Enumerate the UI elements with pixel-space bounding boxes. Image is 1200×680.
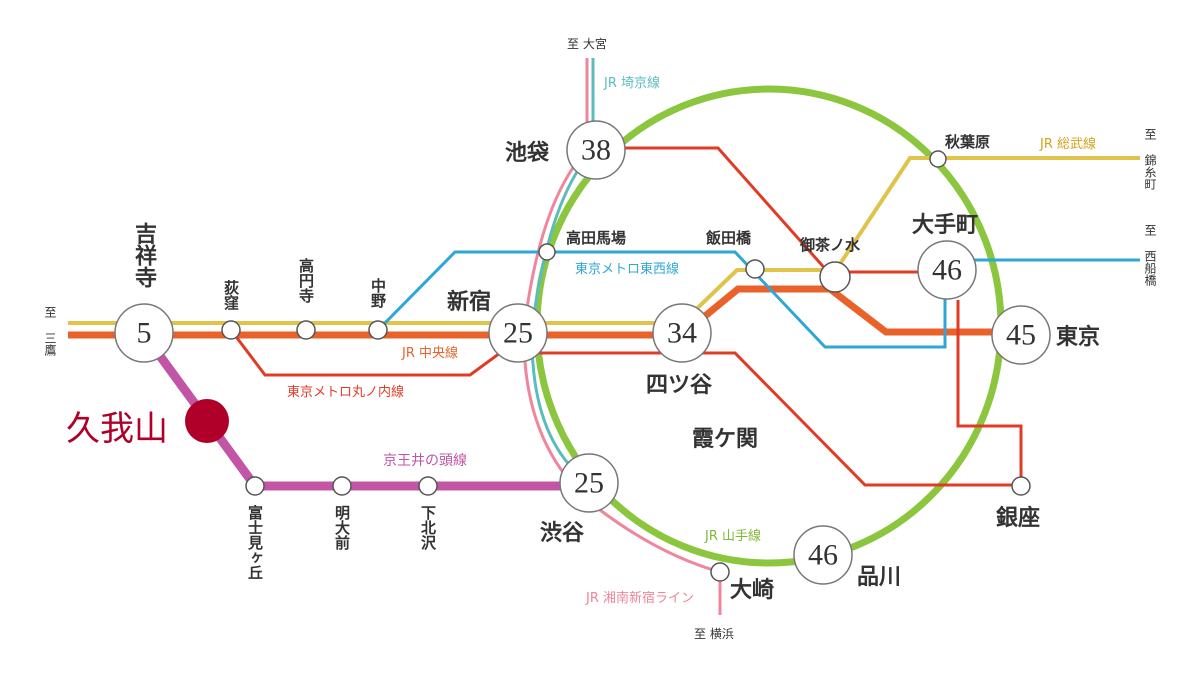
label-kichijoji: 吉祥寺 bbox=[131, 221, 157, 289]
dest-mitaka: 至 三鷹 bbox=[43, 306, 57, 357]
station-kichijoji[interactable]: 5 bbox=[114, 303, 174, 363]
label-nakano: 中野 bbox=[369, 277, 387, 309]
label-osaki: 大崎 bbox=[730, 577, 774, 603]
label-koenji: 高円寺 bbox=[297, 257, 315, 304]
label-otemachi: 大手町 bbox=[912, 212, 978, 238]
minutes: 5 bbox=[137, 317, 152, 350]
minutes: 25 bbox=[503, 317, 533, 350]
station-osaki[interactable] bbox=[710, 562, 730, 582]
line-label-chuo: JR 中央線 bbox=[401, 345, 458, 361]
station-takadanobaba[interactable] bbox=[538, 243, 556, 261]
label-shibuya: 渋谷 bbox=[540, 520, 585, 546]
station-otemachi[interactable]: 46 bbox=[917, 240, 977, 300]
station-shimokitazawa[interactable] bbox=[418, 476, 438, 496]
minutes: 38 bbox=[581, 134, 611, 167]
line-label-sobu: JR 総武線 bbox=[1039, 136, 1096, 152]
station-shibuya[interactable]: 25 bbox=[559, 453, 619, 513]
station-tokyo[interactable]: 45 bbox=[991, 305, 1051, 365]
label-ikebukuro: 池袋 bbox=[505, 140, 550, 166]
dest-omiya: 至 大宮 bbox=[567, 36, 607, 51]
label-iidabashi: 飯田橋 bbox=[705, 229, 752, 247]
dest-kinshicho: 至 錦糸町 bbox=[1143, 128, 1157, 190]
label-meidaimae: 明大前 bbox=[333, 505, 351, 551]
minutes: 34 bbox=[667, 317, 697, 350]
label-shimokitazawa: 下北沢 bbox=[419, 505, 437, 551]
minutes: 25 bbox=[574, 467, 604, 500]
station-ogikubo[interactable] bbox=[221, 320, 241, 340]
line-label-tozai: 東京メトロ東西線 bbox=[575, 261, 679, 277]
label-ogikubo: 荻窪 bbox=[222, 279, 240, 311]
label-kugayama: 久我山 bbox=[66, 409, 168, 449]
station-koenji[interactable] bbox=[296, 320, 316, 340]
dest-yokohama: 至 横浜 bbox=[694, 627, 734, 641]
station-yotsuya[interactable]: 34 bbox=[652, 303, 712, 363]
line-label-saikyo: JR 埼京線 bbox=[603, 75, 660, 91]
dest-nishifunabashi: 至 西船橋 bbox=[1143, 224, 1157, 287]
marunouchi-line-north bbox=[620, 146, 1023, 486]
line-label-shonan: JR 湘南新宿ライン bbox=[585, 590, 694, 606]
minutes: 46 bbox=[932, 254, 962, 287]
label-ochanomizu: 御茶ノ水 bbox=[799, 236, 861, 254]
station-ginza[interactable] bbox=[1011, 476, 1031, 496]
minutes: 46 bbox=[808, 539, 838, 572]
label-kasumigaseki: 霞ケ関 bbox=[692, 426, 758, 452]
minutes: 45 bbox=[1006, 319, 1036, 352]
label-shinjuku: 新宿 bbox=[447, 289, 491, 315]
label-akihabara: 秋葉原 bbox=[945, 133, 990, 151]
tozai-line bbox=[376, 250, 1140, 349]
label-takadanobaba: 高田馬場 bbox=[566, 229, 626, 247]
station-meidaimae[interactable] bbox=[332, 476, 352, 496]
station-ikebukuro[interactable]: 38 bbox=[566, 120, 626, 180]
line-label-marunouchi: 東京メトロ丸ノ内線 bbox=[287, 384, 404, 400]
label-shinagawa: 品川 bbox=[857, 564, 901, 590]
station-akihabara[interactable] bbox=[929, 150, 947, 168]
label-tokyo: 東京 bbox=[1056, 324, 1100, 350]
station-shinagawa[interactable]: 46 bbox=[793, 525, 853, 585]
line-label-keio: 京王井の頭線 bbox=[383, 453, 467, 469]
station-kugayama[interactable] bbox=[185, 399, 229, 443]
shonan-line bbox=[522, 58, 722, 615]
sobu-line bbox=[68, 156, 1140, 325]
label-ginza: 銀座 bbox=[996, 505, 1040, 531]
station-fujimigaoka[interactable] bbox=[245, 476, 265, 496]
station-iidabashi[interactable] bbox=[745, 259, 765, 279]
chuo-line bbox=[68, 285, 1021, 339]
marunouchi-line bbox=[229, 329, 1021, 487]
station-shinjuku[interactable]: 25 bbox=[488, 303, 548, 363]
line-label-yamanote: JR 山手線 bbox=[704, 528, 761, 544]
station-ochanomizu[interactable] bbox=[819, 261, 851, 293]
station-nakano[interactable] bbox=[368, 320, 388, 340]
label-fujimigaoka: 富士見ヶ丘 bbox=[246, 504, 264, 580]
label-yotsuya: 四ツ谷 bbox=[646, 372, 713, 398]
